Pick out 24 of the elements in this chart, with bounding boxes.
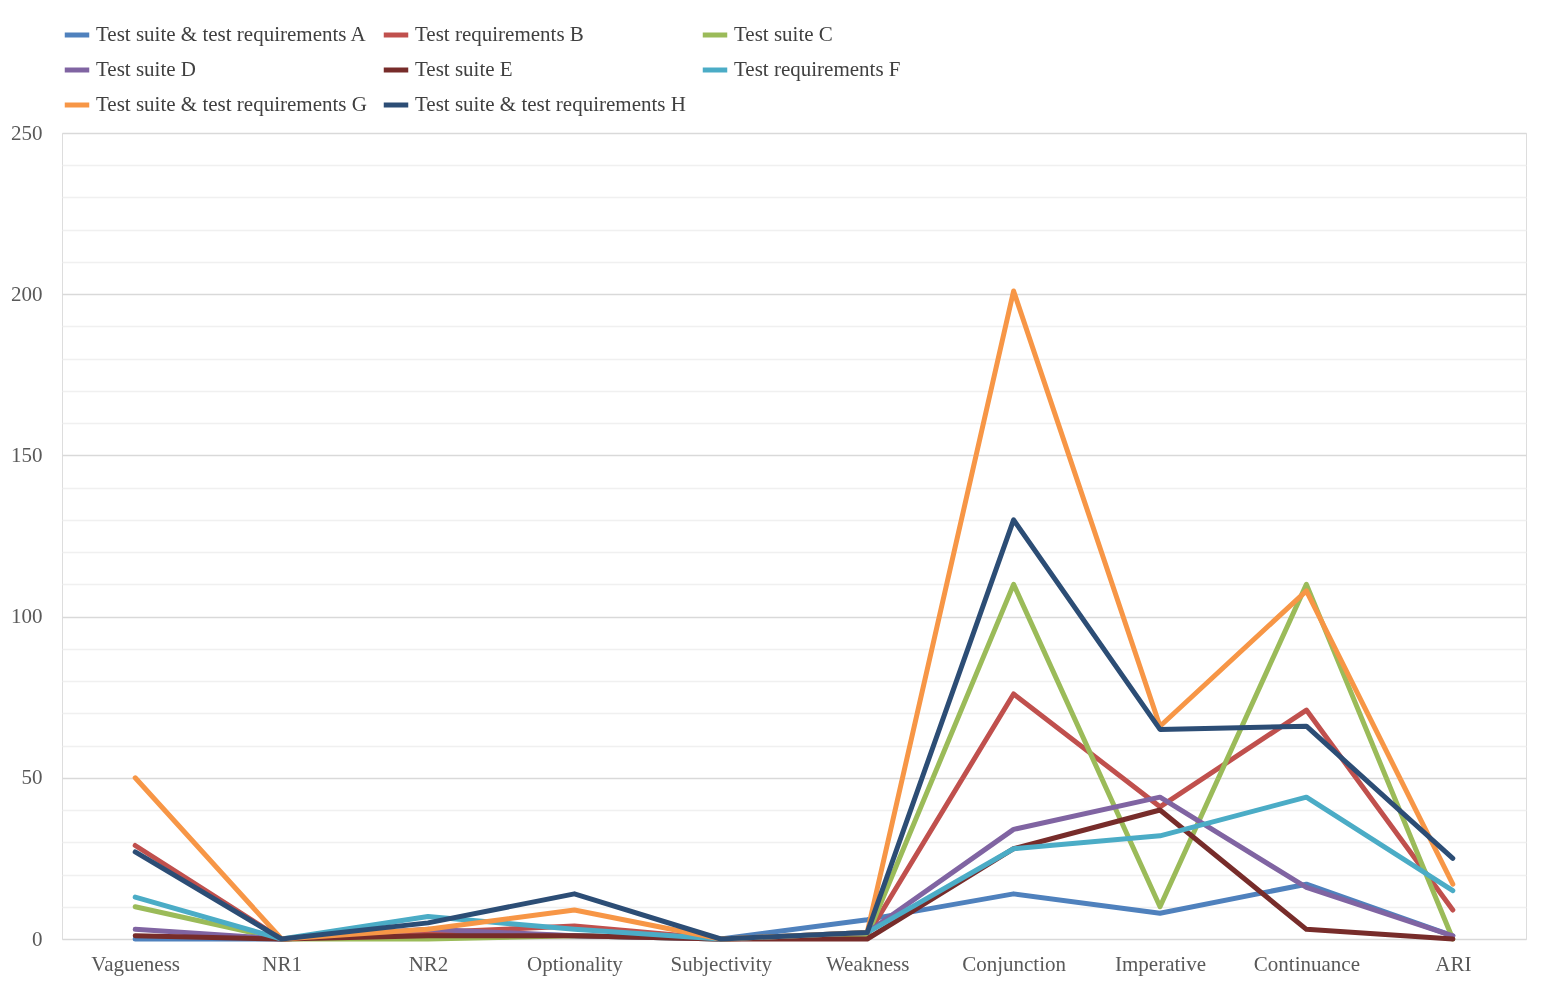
legend-label: Test suite & test requirements H <box>415 92 686 116</box>
legend-label: Test suite C <box>734 22 833 46</box>
x-tick-label: Conjunction <box>962 951 1067 976</box>
y-tick-label: 150 <box>11 442 43 467</box>
x-tick-label: Weakness <box>825 951 910 976</box>
x-tick-label: Vagueness <box>91 951 181 976</box>
legend-label: Test requirements B <box>415 22 584 46</box>
y-tick-label: 0 <box>32 926 43 951</box>
x-tick-label: NR1 <box>262 951 302 976</box>
y-tick-label: 200 <box>11 281 43 306</box>
legend-label: Test suite D <box>96 57 197 81</box>
x-tick-label: Optionality <box>527 951 624 976</box>
x-tick-label: ARI <box>1435 951 1472 976</box>
y-tick-label: 50 <box>21 765 43 790</box>
y-tick-label: 250 <box>11 120 43 145</box>
y-tick-label: 100 <box>11 604 43 629</box>
x-tick-label: Subjectivity <box>670 951 773 976</box>
legend-label: Test suite & test requirements A <box>96 22 367 46</box>
x-tick-label: Imperative <box>1115 951 1206 976</box>
x-tick-label: NR2 <box>408 951 449 976</box>
x-tick-label: Continuance <box>1253 951 1360 976</box>
legend-label: Test requirements F <box>734 57 901 81</box>
legend-label: Test suite & test requirements G <box>96 92 367 116</box>
legend-label: Test suite E <box>415 57 513 81</box>
